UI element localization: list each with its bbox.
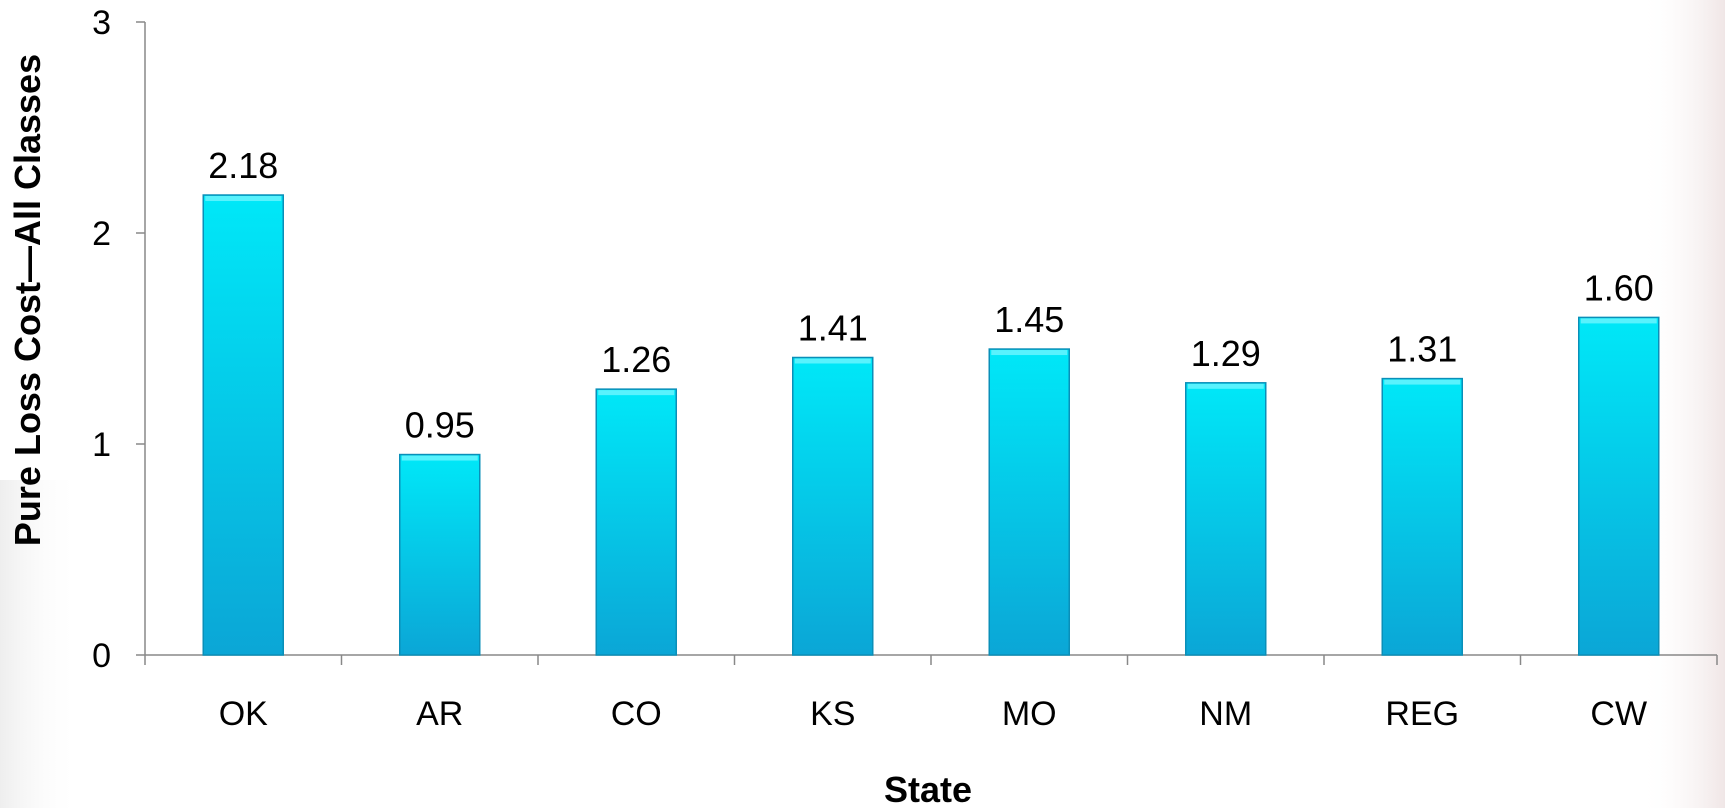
y-axis-title: Pure Loss Cost—All Classes <box>7 54 48 546</box>
y-tick-label: 1 <box>92 426 111 464</box>
x-tick-label-ok: OK <box>219 695 268 733</box>
bar-reg <box>1381 377 1463 656</box>
bar-highlight <box>1384 379 1461 385</box>
bar-highlight <box>205 196 282 202</box>
x-tick-label-mo: MO <box>1002 695 1057 733</box>
bar-mo <box>988 348 1070 656</box>
bar-nm <box>1185 382 1267 656</box>
data-label-cw: 1.60 <box>1584 267 1654 308</box>
x-tick-label-reg: REG <box>1385 695 1459 733</box>
x-axis-title: State <box>884 769 972 808</box>
bar-highlight <box>794 358 871 364</box>
bar-cw <box>1578 316 1660 656</box>
bar-co <box>595 388 677 656</box>
bar-highlight <box>1580 318 1657 324</box>
data-label-mo: 1.45 <box>994 299 1064 340</box>
axes: 0 1 2 3 <box>92 4 1718 675</box>
y-tick-label: 2 <box>92 215 111 253</box>
x-tick-label-ks: KS <box>810 695 855 733</box>
y-tick-label: 3 <box>92 4 111 42</box>
data-label-co: 1.26 <box>601 339 671 380</box>
bar-ar <box>399 453 481 656</box>
x-tick-label-cw: CW <box>1590 695 1647 733</box>
labels: 2.18 OK 0.95 AR 1.26 CO 1.41 KS 1.45 MO 1.29 NM 1.31… <box>208 145 1654 733</box>
data-label-reg: 1.31 <box>1387 329 1457 370</box>
x-tick-label-nm: NM <box>1199 695 1252 733</box>
background-decoration-left <box>0 480 80 808</box>
y-tick-label: 0 <box>92 637 111 675</box>
bar-highlight <box>991 350 1068 356</box>
bar-highlight <box>598 390 675 396</box>
bar-ok <box>202 194 284 656</box>
bars <box>202 194 1660 656</box>
x-tick-label-ar: AR <box>416 695 463 733</box>
bar-ks <box>792 356 874 656</box>
data-label-ok: 2.18 <box>208 145 278 186</box>
data-label-nm: 1.29 <box>1191 333 1261 374</box>
bar-highlight <box>401 455 478 461</box>
bar-highlight <box>1187 383 1264 389</box>
data-label-ks: 1.41 <box>798 307 868 348</box>
x-tick-label-co: CO <box>611 695 662 733</box>
data-label-ar: 0.95 <box>405 405 475 446</box>
